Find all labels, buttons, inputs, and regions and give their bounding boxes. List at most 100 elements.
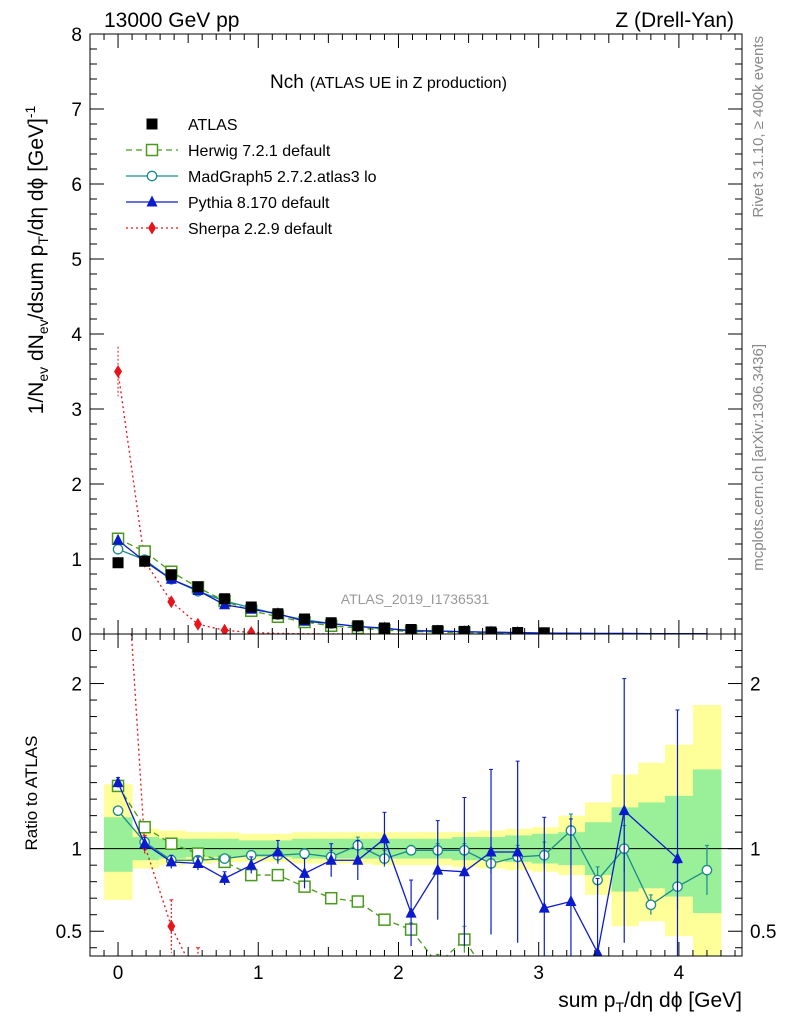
rivet-label: Rivet 3.1.10, ≥ 400k events [750,36,767,218]
data-point-madgraph [112,543,124,555]
ratio-point-pythia [618,804,630,816]
data-point-sherpa [114,365,123,378]
x-tick-label: 2 [393,963,404,984]
ratio-point-pythia [352,853,364,865]
ratio-point-herwig [351,895,365,908]
top-y-tick-label: 6 [71,175,82,196]
top-y-tick-label: 8 [71,25,82,46]
legend-label-herwig: Herwig 7.2.1 default [188,143,331,160]
axes: 0 1 2 3 4 0 1 2 3 4 5 6 7 8 0.5 0.5 1 1 2 2 [56,25,777,984]
legend-label-sherpa: Sherpa 2.2.9 default [188,221,333,238]
bottom-frame [89,633,743,957]
ratio-y-tick-label-right: 2 [750,675,761,696]
ratio-point-pythia [432,863,444,875]
top-y-tick-label: 1 [71,550,82,571]
data-point-data [299,613,311,625]
data-point-data [325,617,337,629]
legend-label-madgraph: MadGraph5 2.7.2.atlas3 lo [188,169,377,186]
top-title: Nch (ATLAS UE in Z production) [270,72,507,93]
series-line-pythia [117,539,707,634]
data-point-data [432,625,444,634]
ratio-point-madgraph [405,844,417,856]
ratio-point-pythia [299,866,311,878]
top-y-tick-label: 4 [71,325,82,346]
watermark-label: ATLAS_2019_I1736531 [341,591,490,607]
ratio-point-herwig [138,820,151,834]
top-y-tick-label: 3 [71,400,82,421]
ratio-point-pythia [272,845,284,857]
data-point-data [219,593,231,605]
ratio-point-pythia [192,857,204,869]
x-tick-label: 4 [674,963,685,984]
bottom-ylabel: Ratio to ATLAS [22,736,41,851]
uncertainty-band-green [638,802,666,889]
ratio-point-madgraph [219,853,230,864]
x-tick-label: 1 [253,963,264,984]
ratio-point-herwig [271,868,285,882]
legend-marker-data [146,118,158,130]
top-y-tick-label: 7 [71,100,82,121]
top-y-tick-label: 0 [71,625,82,646]
ratio-point-sherpa [167,919,176,933]
data-point-sherpa [220,623,229,634]
ratio-point-pythia [538,901,550,913]
xlabel: sum pT/dη dϕ [GeV] [558,989,742,1015]
ratio-point-madgraph [299,848,310,859]
ratio-point-herwig [324,891,338,905]
ratio-point-pythia [112,776,124,788]
ratio-y-tick-label-left: 2 [71,675,82,696]
ratio-point-pythia [458,865,470,877]
uncertainty-band-green [104,817,133,872]
data-point-data [272,608,284,620]
data-point-data [165,569,177,581]
data-point-sherpa [167,595,176,609]
ratio-point-madgraph [701,864,713,876]
data-point-sherpa [247,626,256,634]
ratio-point-madgraph [645,899,657,911]
process-label: Z (Drell-Yan) [615,9,734,32]
data-point-data [538,627,550,634]
ratio-y-tick-label-left: 1 [71,840,82,861]
data-point-pythia [112,533,124,545]
ratio-point-pythia [139,837,151,849]
legend-marker-sherpa [148,221,156,235]
uncertainty-band-green [211,838,240,857]
series-line-herwig [117,538,707,634]
ratio-point-pythia [165,855,177,867]
ratio-point-pythia [378,832,390,844]
ratio-point-pythia [219,871,231,883]
ratio-point-pythia [672,852,684,864]
data-point-data [352,620,364,632]
energy-label: 13000 GeV pp [104,9,239,32]
mcplots-label: mcplots.cern.ch [arXiv:1306.3436] [750,344,767,571]
data-point-data [139,555,151,567]
top-title-sub: (ATLAS UE in Z production) [310,75,507,92]
data-point-data [112,557,124,569]
data-point-data [405,624,417,634]
data-point-data [245,601,257,613]
top-y-tick-label: 2 [71,475,82,496]
legend-marker-madgraph [146,170,158,182]
legend-marker-pythia [146,195,158,207]
top-title-main: Nch [270,72,304,93]
ratio-point-herwig [378,913,391,926]
ratio-y-tick-label-right: 0.5 [750,922,776,943]
ratio-point-herwig [165,837,178,850]
legend-marker-herwig [145,143,159,157]
ratio-point-pythia [485,845,497,857]
top-ylabel: 1/Nev dNev/dsum pT/dη dϕ [GeV]-1 [22,105,51,414]
ratio-y-tick-label-right: 1 [750,840,761,861]
top-y-tick-label: 5 [71,250,82,271]
data-point-data [192,581,204,593]
ratio-point-pythia [245,858,257,870]
x-tick-label: 3 [533,963,544,984]
data-point-sherpa [193,617,202,631]
x-tick-label: 0 [113,963,124,984]
legend-label-pythia: Pythia 8.170 default [188,195,330,212]
legend: ATLAS Herwig 7.2.1 default MadGraph5 2.7.2… [126,117,377,238]
data-point-data [485,626,497,634]
ratio-point-madgraph [112,805,124,817]
data-point-data [512,627,524,634]
